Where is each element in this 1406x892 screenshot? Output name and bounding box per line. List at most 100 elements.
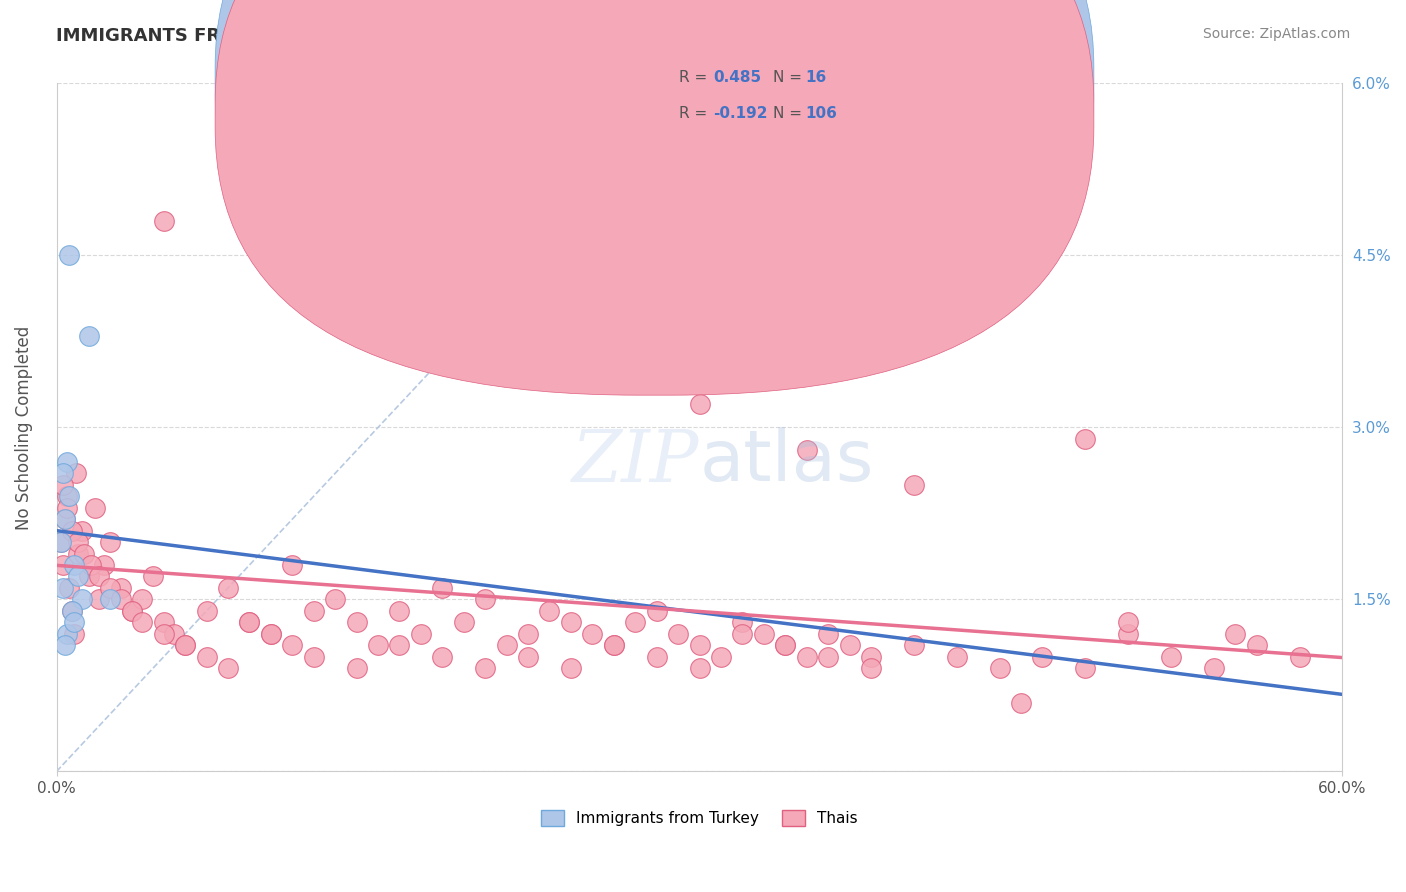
Point [624,615,647,630]
Point [346,661,368,675]
Point [666,627,689,641]
Point [731,627,754,641]
Point [53,638,76,652]
Point [281,638,304,652]
Point [1116,627,1139,641]
Point [52,558,75,572]
Point [302,604,325,618]
Point [131,615,153,630]
Point [98,535,121,549]
Point [367,638,389,652]
Point [388,604,411,618]
Point [56,455,79,469]
Point [110,592,132,607]
Point [581,363,603,377]
Point [89,592,111,607]
Point [346,615,368,630]
Point [58,581,80,595]
Point [731,615,754,630]
Point [98,581,121,595]
Point [773,638,796,652]
Point [72,592,94,607]
Point [77,328,100,343]
Point [796,649,818,664]
Text: Source: ZipAtlas.com: Source: ZipAtlas.com [1202,27,1350,41]
Point [432,581,454,595]
Y-axis label: No Schooling Completed: No Schooling Completed [15,326,32,530]
Point [474,661,496,675]
Point [945,649,967,664]
Point [60,604,83,618]
Point [1074,432,1097,446]
Point [121,604,143,618]
Point [49,535,72,549]
Point [260,248,283,262]
Point [110,581,132,595]
Point [517,649,540,664]
Point [710,649,733,664]
Point [131,592,153,607]
Point [560,661,582,675]
Point [62,627,84,641]
Point [1010,696,1032,710]
Point [1202,661,1225,675]
Point [453,615,475,630]
Point [260,627,283,641]
Text: 106: 106 [806,106,838,120]
Point [52,581,75,595]
Point [93,558,115,572]
Point [988,661,1011,675]
Point [1288,649,1310,664]
Point [152,214,174,228]
Point [53,512,76,526]
Text: ZIP: ZIP [572,426,700,497]
Point [65,467,87,481]
Point [752,627,775,641]
Point [1031,649,1053,664]
Point [903,477,925,491]
Point [174,638,197,652]
Point [72,524,94,538]
Point [796,443,818,458]
Point [53,512,76,526]
Point [52,467,75,481]
Point [67,569,90,583]
Point [58,489,80,503]
Point [89,569,111,583]
Point [56,500,79,515]
Legend: Immigrants from Turkey, Thais: Immigrants from Turkey, Thais [536,805,863,832]
Point [67,535,90,549]
Point [773,638,796,652]
Point [474,592,496,607]
Text: N =: N = [773,106,807,120]
Point [1074,661,1097,675]
Text: 0.485: 0.485 [713,70,761,85]
Point [174,638,197,652]
Point [302,649,325,664]
Point [538,604,561,618]
Point [517,627,540,641]
Point [838,638,860,652]
Point [367,283,389,297]
Point [62,615,84,630]
Point [1246,638,1268,652]
Point [689,638,711,652]
Point [432,649,454,664]
Point [67,547,90,561]
Point [817,649,839,664]
Point [1225,627,1247,641]
Text: N =: N = [773,70,807,85]
Point [281,558,304,572]
Text: 16: 16 [806,70,827,85]
Point [1116,615,1139,630]
Point [58,248,80,262]
Point [581,627,603,641]
Point [859,661,882,675]
Point [903,638,925,652]
Point [689,397,711,411]
Point [217,581,239,595]
Point [56,627,79,641]
Point [77,569,100,583]
Point [152,615,174,630]
Point [49,535,72,549]
